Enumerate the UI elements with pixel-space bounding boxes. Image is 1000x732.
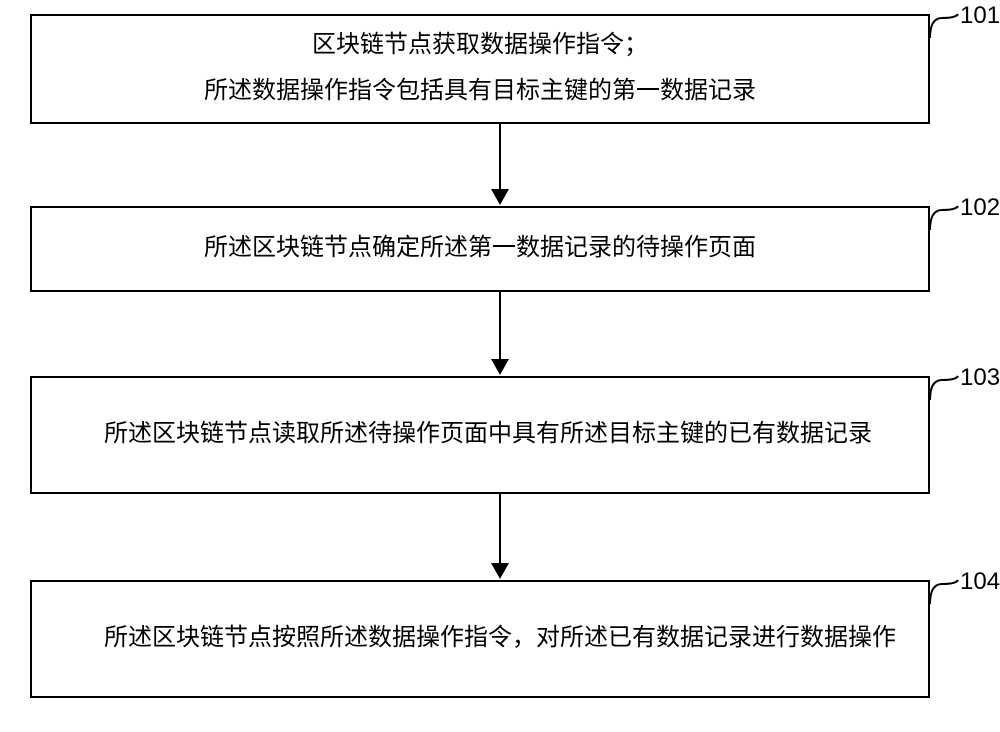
flowchart-step-2: 所述区块链节点确定所述第一数据记录的待操作页面	[30, 206, 930, 292]
flowchart-container: 区块链节点获取数据操作指令； 所述数据操作指令包括具有目标主键的第一数据记录 1…	[0, 0, 1000, 732]
flowchart-step-3: 所述区块链节点读取所述待操作页面中具有所述目标主键的已有数据记录	[30, 376, 930, 494]
connector-3-4	[491, 494, 509, 579]
step-1-line-1: 区块链节点获取数据操作指令；	[56, 23, 904, 69]
step-1-label: 101	[960, 2, 1000, 30]
step-3-label: 103	[960, 364, 1000, 392]
step-2-label: 102	[960, 194, 1000, 222]
flowchart-step-4: 所述区块链节点按照所述数据操作指令，对所述已有数据记录进行数据操作	[30, 580, 930, 698]
flowchart-step-1: 区块链节点获取数据操作指令； 所述数据操作指令包括具有目标主键的第一数据记录	[30, 14, 930, 124]
step-4-label: 104	[960, 568, 1000, 596]
label-curve-2	[928, 204, 960, 237]
label-curve-4	[928, 578, 960, 611]
connector-2-3	[491, 292, 509, 375]
step-1-line-2: 所述数据操作指令包括具有目标主键的第一数据记录	[56, 69, 904, 115]
step-4-text: 所述区块链节点按照所述数据操作指令，对所述已有数据记录进行数据操作	[56, 616, 904, 662]
label-curve-1	[928, 12, 960, 45]
step-3-text: 所述区块链节点读取所述待操作页面中具有所述目标主键的已有数据记录	[56, 412, 904, 458]
connector-1-2	[491, 124, 509, 205]
step-2-line-1: 所述区块链节点确定所述第一数据记录的待操作页面	[56, 226, 904, 272]
label-curve-3	[928, 374, 960, 407]
